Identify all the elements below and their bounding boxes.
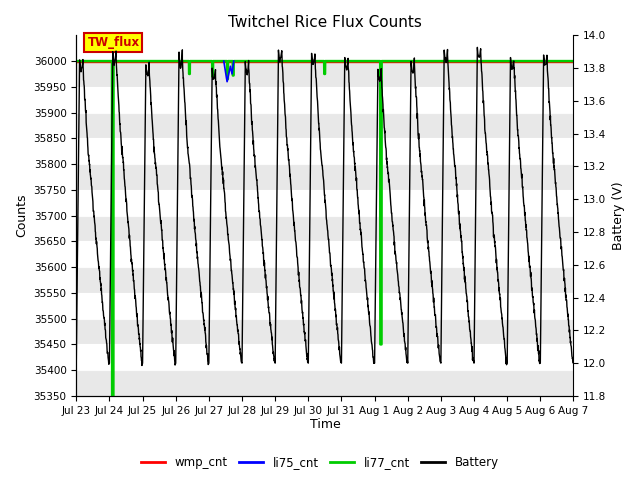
Text: TW_flux: TW_flux	[88, 36, 140, 49]
Bar	[76, 241, 573, 267]
Bar	[76, 87, 573, 113]
Title: Twitchel Rice Flux Counts: Twitchel Rice Flux Counts	[228, 15, 422, 30]
Bar	[76, 293, 573, 319]
Bar	[76, 267, 573, 293]
Bar	[76, 164, 573, 190]
X-axis label: Time: Time	[310, 419, 340, 432]
Bar	[76, 319, 573, 344]
Bar	[76, 138, 573, 164]
Bar	[76, 190, 573, 216]
Bar	[76, 370, 573, 396]
Y-axis label: Counts: Counts	[15, 194, 28, 238]
Bar	[76, 216, 573, 241]
Y-axis label: Battery (V): Battery (V)	[612, 181, 625, 250]
Legend: wmp_cnt, li75_cnt, li77_cnt, Battery: wmp_cnt, li75_cnt, li77_cnt, Battery	[137, 452, 503, 474]
Bar	[76, 113, 573, 138]
Bar	[76, 344, 573, 370]
Bar	[76, 61, 573, 87]
